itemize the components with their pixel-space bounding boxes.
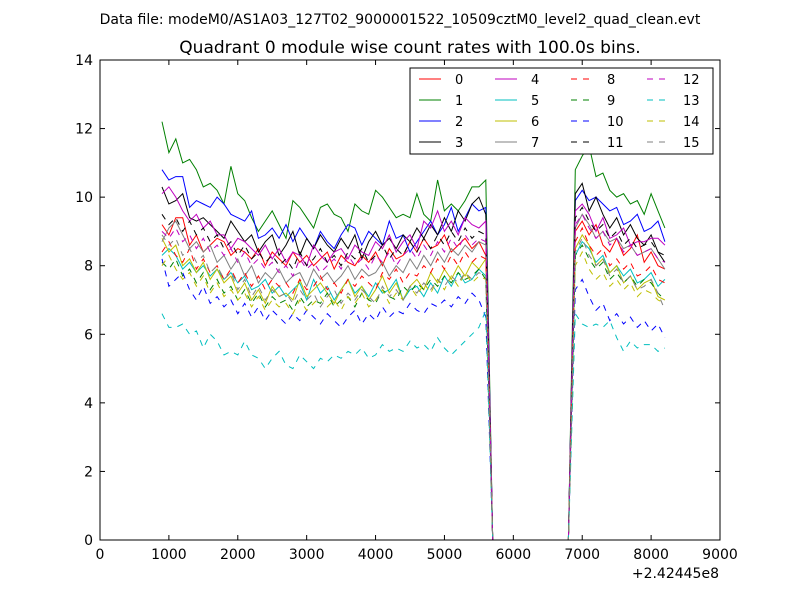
legend-label-5: 5 <box>531 94 539 109</box>
series-line-11 <box>161 206 666 541</box>
legend-label-0: 0 <box>455 73 463 88</box>
legend-label-12: 12 <box>683 73 700 88</box>
x-tick-label: 3000 <box>289 547 325 563</box>
x-tick-label: 5000 <box>427 547 463 563</box>
legend-label-10: 10 <box>607 115 624 130</box>
legend-label-14: 14 <box>683 115 700 130</box>
plot-frame <box>99 59 721 541</box>
legend-label-6: 6 <box>531 115 539 130</box>
x-axis: 0 1000 2000 3000 4000 5000 6000 7000 8000 9000 <box>96 60 738 563</box>
series-line-14 <box>161 250 666 541</box>
legend-frame <box>409 67 714 155</box>
x-tick-label: 9000 <box>702 547 738 563</box>
x-axis-offset-label: +2.42445e8 <box>632 566 719 582</box>
series-line-15 <box>161 234 666 541</box>
y-tick-label: 6 <box>84 327 93 343</box>
x-tick-label: 4000 <box>358 547 394 563</box>
y-tick-label: 0 <box>84 533 93 549</box>
legend-label-15: 15 <box>683 136 700 151</box>
series-line-1 <box>161 121 666 541</box>
figure-suptitle: Data file: modeM0/AS1A03_127T02_90000015… <box>100 12 701 28</box>
legend-label-4: 4 <box>531 73 539 88</box>
y-tick-label: 12 <box>75 122 93 138</box>
legend-label-13: 13 <box>683 94 700 109</box>
y-tick-label: 10 <box>75 190 93 206</box>
series-line-10 <box>161 258 666 541</box>
x-tick-label: 1000 <box>151 547 187 563</box>
legend-label-9: 9 <box>607 94 615 109</box>
series-line-8 <box>161 226 666 541</box>
legend-label-11: 11 <box>607 136 624 151</box>
legend-label-8: 8 <box>607 73 615 88</box>
legend-label-3: 3 <box>455 136 463 151</box>
chart-title: Quadrant 0 module wise count rates with … <box>179 38 640 58</box>
y-tick-label: 14 <box>75 53 93 69</box>
series-line-9 <box>161 244 666 541</box>
legend-label-7: 7 <box>531 136 539 151</box>
y-tick-label: 8 <box>84 259 93 275</box>
series-layer <box>161 121 666 541</box>
x-tick-label: 6000 <box>496 547 532 563</box>
y-tick-label: 2 <box>84 464 93 480</box>
series-line-3 <box>161 182 666 541</box>
legend-label-1: 1 <box>455 94 463 109</box>
y-tick-label: 4 <box>84 396 93 412</box>
x-tick-label: 2000 <box>220 547 256 563</box>
series-line-6 <box>161 233 666 541</box>
series-line-12 <box>161 213 666 541</box>
series-line-4 <box>161 186 666 541</box>
x-tick-label: 7000 <box>564 547 600 563</box>
legend-label-2: 2 <box>455 115 463 130</box>
x-tick-label: 8000 <box>633 547 669 563</box>
x-tick-label: 0 <box>96 547 105 563</box>
